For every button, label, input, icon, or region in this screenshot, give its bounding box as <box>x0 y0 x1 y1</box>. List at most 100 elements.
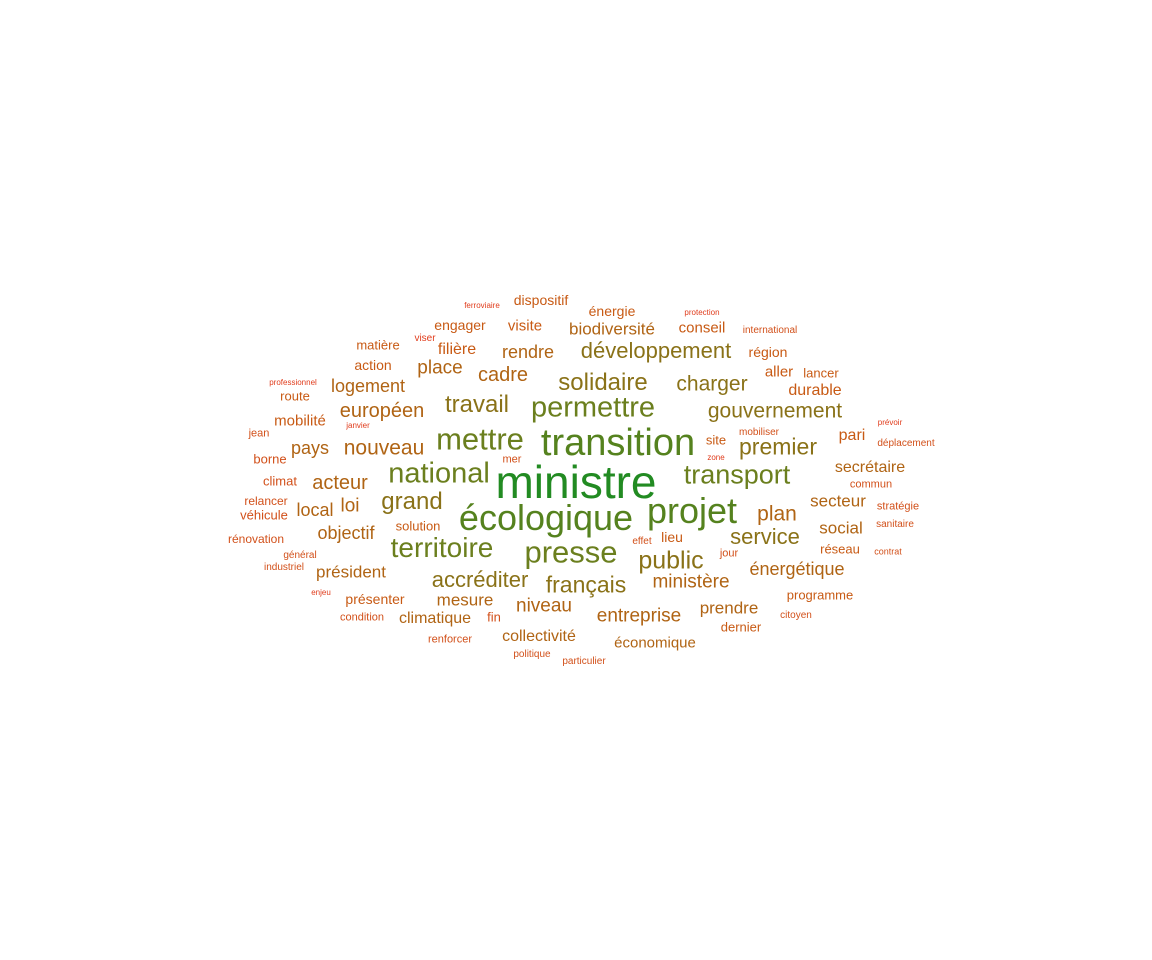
word-general: général <box>283 550 317 561</box>
word-engager: engager <box>434 317 486 333</box>
word-conseil: conseil <box>678 319 726 337</box>
word-industriel: industriel <box>263 562 305 573</box>
word-acteur: acteur <box>312 472 368 494</box>
word-loi: loi <box>340 495 360 517</box>
word-jean: jean <box>248 427 270 440</box>
word-cadre: cadre <box>477 364 529 386</box>
word-service: service <box>730 524 800 549</box>
word-relancer: relancer <box>244 494 288 508</box>
word-president: président <box>316 562 386 582</box>
word-biodiversite: biodiversité <box>569 319 655 339</box>
word-plan: plan <box>757 502 797 526</box>
word-mesure: mesure <box>436 590 494 610</box>
word-viser: viser <box>414 333 436 344</box>
word-aller: aller <box>764 363 794 381</box>
word-secteur: secteur <box>810 491 866 511</box>
word-dispositif: dispositif <box>513 292 569 308</box>
word-route: route <box>280 388 310 404</box>
word-ferroviaire: ferroviaire <box>464 301 500 310</box>
word-collectivite: collectivité <box>502 628 576 645</box>
word-international: international <box>742 325 798 336</box>
word-enjeu: enjeu <box>311 588 331 597</box>
word-vehicule: véhicule <box>240 507 288 523</box>
word-national: national <box>388 457 490 490</box>
word-ecologique: écologique <box>458 497 634 538</box>
word-renovation: rénovation <box>227 532 285 546</box>
word-renforcer: renforcer <box>427 633 473 646</box>
word-ministere: ministère <box>652 571 730 593</box>
word-mettre: mettre <box>436 421 524 457</box>
word-developpement: développement <box>580 338 732 363</box>
word-solution: solution <box>395 518 441 534</box>
word-presenter: présenter <box>345 591 405 607</box>
word-europeen: européen <box>339 400 425 422</box>
word-local: local <box>296 500 334 520</box>
word-site: site <box>705 432 727 448</box>
word-dernier: dernier <box>720 619 762 635</box>
word-francais: français <box>545 571 627 598</box>
word-commun: commun <box>849 478 893 491</box>
word-condition: condition <box>339 611 385 624</box>
word-jour: jour <box>719 547 739 560</box>
word-territoire: territoire <box>390 532 494 563</box>
word-protection: protection <box>684 308 720 317</box>
word-climat: climat <box>263 473 297 489</box>
word-sanitaire: sanitaire <box>876 519 914 530</box>
word-projet: projet <box>646 490 738 531</box>
word-lancer: lancer <box>803 365 839 381</box>
word-prendre: prendre <box>699 598 759 618</box>
word-pays: pays <box>290 438 330 458</box>
word-energetique: énergétique <box>749 559 845 579</box>
word-public: public <box>638 546 704 575</box>
word-premier: premier <box>739 433 817 460</box>
word-professionnel: professionnel <box>269 378 317 387</box>
word-climatique: climatique <box>398 610 472 627</box>
word-prevoir: prévoir <box>877 418 903 427</box>
word-politique: politique <box>513 649 551 660</box>
word-pari: pari <box>838 427 866 444</box>
word-effet: effet <box>632 536 652 547</box>
word-durable: durable <box>788 382 842 399</box>
word-particulier: particulier <box>562 656 606 667</box>
word-transport: transport <box>683 459 791 490</box>
word-entreprise: entreprise <box>596 605 682 627</box>
word-nouveau: nouveau <box>343 436 425 460</box>
word-strategie: stratégie <box>876 500 920 513</box>
word-mobilite: mobilité <box>274 412 326 430</box>
word-secretaire: secrétaire <box>834 459 906 476</box>
word-energie: énergie <box>588 303 636 319</box>
word-ministre: ministre <box>495 456 657 508</box>
word-grand: grand <box>381 488 443 515</box>
word-lieu: lieu <box>661 529 683 545</box>
word-janvier: janvier <box>346 421 370 430</box>
word-mer: mer <box>502 453 522 466</box>
word-social: social <box>819 518 863 538</box>
word-accrediter: accréditer <box>431 567 529 592</box>
word-place: place <box>417 357 463 379</box>
word-transition: transition <box>540 422 696 464</box>
word-travail: travail <box>444 391 510 418</box>
word-reseau: réseau <box>820 541 860 557</box>
word-programme: programme <box>786 587 854 603</box>
word-objectif: objectif <box>317 523 375 543</box>
word-permettre: permettre <box>530 391 656 424</box>
word-charger: charger <box>676 372 748 396</box>
word-economique: économique <box>614 634 696 652</box>
word-visite: visite <box>507 317 543 335</box>
word-deplacement: déplacement <box>877 438 935 449</box>
word-mobiliser: mobiliser <box>738 427 780 438</box>
word-rendre: rendre <box>501 342 555 362</box>
word-solidaire: solidaire <box>558 369 648 396</box>
word-region: région <box>748 344 788 360</box>
word-niveau: niveau <box>516 595 572 617</box>
word-matiere: matière <box>356 337 400 353</box>
word-fin: fin <box>487 609 501 625</box>
word-presse: presse <box>524 534 618 570</box>
word-logement: logement <box>330 376 406 396</box>
word-action: action <box>354 357 392 373</box>
word-zone: zone <box>707 453 725 462</box>
word-filiere: filière <box>437 341 477 358</box>
word-gouvernement: gouvernement <box>707 399 843 423</box>
word-contrat: contrat <box>874 546 902 557</box>
